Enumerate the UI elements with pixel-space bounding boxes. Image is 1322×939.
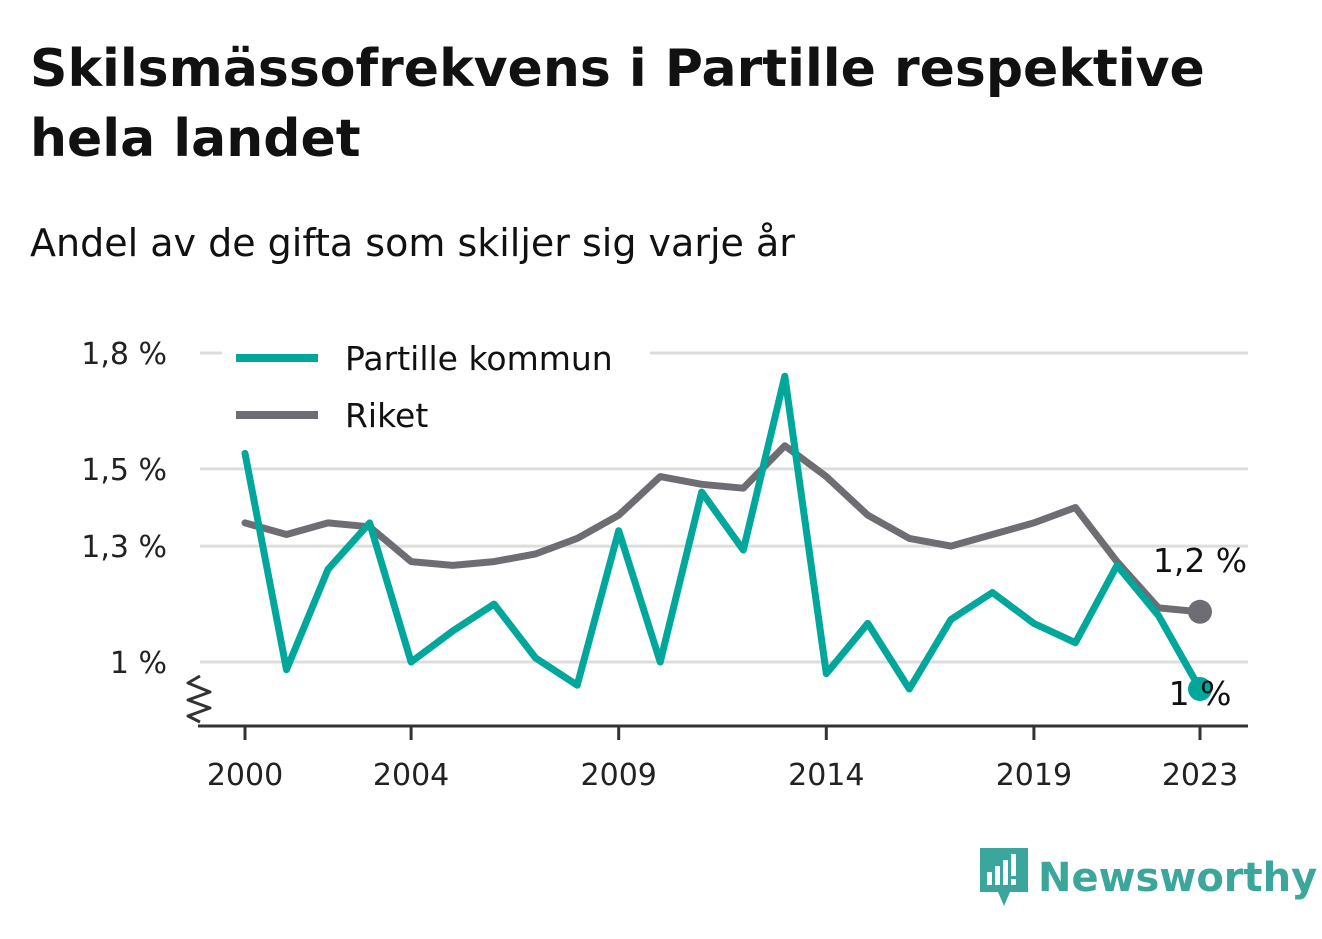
series-end-point	[1188, 599, 1212, 624]
legend-background	[222, 328, 650, 440]
y-tick-label: 1 %	[110, 646, 167, 681]
end-labels: 1,2 % 1 %	[1153, 541, 1247, 713]
legend-label: Partille kommun	[345, 339, 613, 378]
end-label-partille: 1 %	[1169, 674, 1232, 713]
series-line-partille	[241, 372, 1204, 693]
end-label-riket: 1,2 %	[1153, 541, 1247, 580]
brand-name: Newsworthy	[1038, 855, 1318, 901]
axes: 1 % 1,3 % 1,5 % 1,8 % 2000 2004 2009 2014 2019 20…	[81, 337, 1248, 793]
chart-title: Skilsmässofrekvens i Partille respektive…	[30, 39, 1205, 169]
x-tick-label: 2014	[788, 758, 864, 793]
x-tick-label: 2004	[373, 758, 449, 793]
legend: Partille kommun Riket	[222, 328, 650, 440]
x-tick-label: 2023	[1162, 758, 1238, 793]
x-tick-label: 2000	[207, 758, 283, 793]
chart-subtitle: Andel av de gifta som skiljer sig varje …	[30, 221, 795, 265]
newsworthy-brand: Newsworthy	[980, 848, 1317, 908]
y-tick-label: 1,3 %	[81, 530, 167, 565]
y-tick-label: 1,8 %	[81, 337, 167, 372]
x-tick-label: 2019	[996, 758, 1072, 793]
series-end-point	[1188, 677, 1212, 702]
series-line-riket	[241, 442, 1204, 616]
axis-break-icon	[186, 674, 212, 724]
y-tick-label: 1,5 %	[81, 453, 167, 488]
series-lines	[241, 372, 1212, 702]
newsworthy-logo-icon	[980, 848, 1028, 906]
legend-label: Riket	[345, 396, 428, 435]
x-tick-label: 2009	[581, 758, 657, 793]
